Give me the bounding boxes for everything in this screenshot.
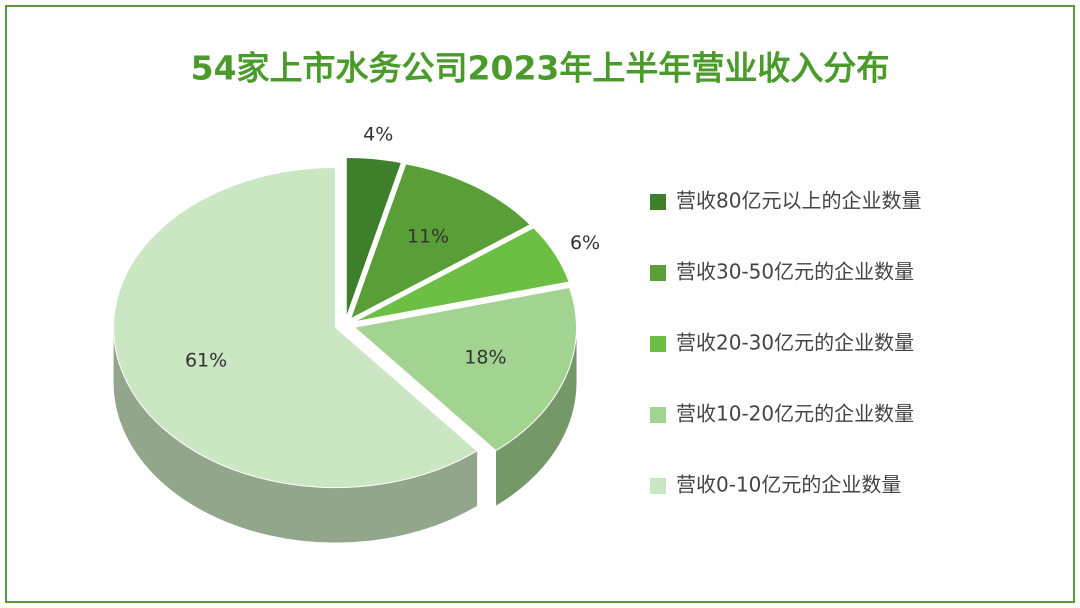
data-label: 11% xyxy=(407,225,449,247)
legend-swatch xyxy=(650,478,666,494)
legend-label: 营收0-10亿元的企业数量 xyxy=(676,473,901,497)
data-label: 6% xyxy=(570,232,600,254)
chart-title: 54家上市水务公司2023年上半年营业收入分布 xyxy=(191,49,890,88)
legend-label: 营收30-50亿元的企业数量 xyxy=(676,260,914,284)
slice-side xyxy=(113,327,478,543)
slice xyxy=(345,157,403,318)
legend-label: 营收20-30亿元的企业数量 xyxy=(676,331,914,355)
legend-label: 营收10-20亿元的企业数量 xyxy=(676,402,914,426)
legend-swatch xyxy=(650,407,666,423)
legend-label: 营收80亿元以上的企业数量 xyxy=(676,189,921,213)
data-label: 18% xyxy=(464,346,506,368)
slice xyxy=(113,167,478,488)
legend-swatch xyxy=(650,265,666,281)
legend-swatch xyxy=(650,336,666,352)
data-label: 4% xyxy=(363,124,393,146)
slice xyxy=(349,163,532,320)
slice-side xyxy=(496,327,577,506)
slice xyxy=(353,227,570,323)
slice xyxy=(353,286,577,452)
data-label: 61% xyxy=(185,350,227,372)
legend-swatch xyxy=(650,194,666,210)
